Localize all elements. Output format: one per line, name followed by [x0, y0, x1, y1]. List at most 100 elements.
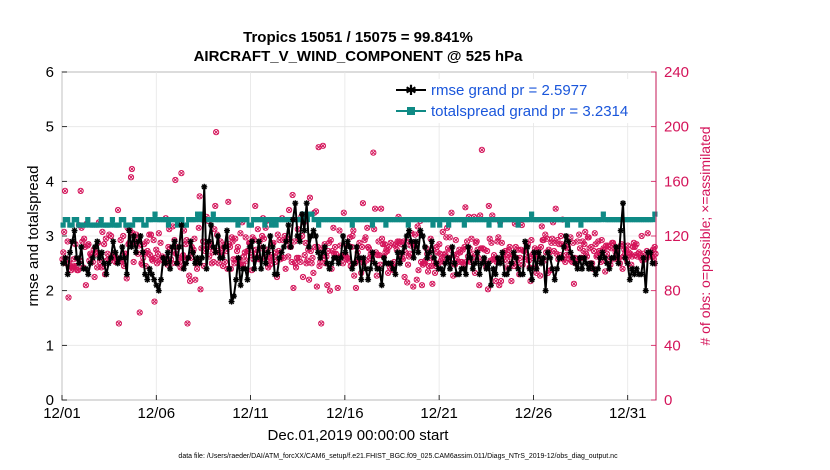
obs-assimilated-point — [186, 273, 192, 279]
rmse-point — [137, 233, 144, 239]
obs-possible-point — [633, 241, 640, 248]
obs-assimilated-point — [474, 238, 480, 245]
obs-assimilated-point — [146, 232, 152, 238]
rmse-point — [371, 260, 378, 267]
obs-assimilated-point — [410, 284, 416, 290]
obs-assimilated-point — [380, 241, 386, 247]
spread-point — [235, 222, 241, 228]
rmse-point — [164, 249, 171, 256]
rmse-point — [622, 254, 629, 261]
obs-assimilated-point — [493, 278, 499, 284]
obs-assimilated-point — [558, 233, 564, 239]
obs-assimilated-point — [192, 277, 198, 283]
obs-possible-point — [274, 231, 281, 238]
obs-possible-point — [252, 202, 259, 210]
obs-assimilated-point — [155, 251, 161, 257]
obs-possible-point — [101, 241, 108, 248]
rmse-point — [476, 271, 483, 278]
obs-possible-point — [82, 282, 89, 289]
obs-assimilated-point — [349, 233, 356, 239]
spread-point — [109, 217, 116, 223]
rmse-point — [524, 243, 531, 250]
spread-point — [98, 217, 104, 223]
obs-assimilated-point — [216, 260, 222, 266]
rmse-point — [321, 243, 328, 250]
obs-assimilated-point — [326, 240, 332, 246]
obs-possible-point — [276, 237, 283, 244]
obs-assimilated-point — [414, 277, 420, 283]
chart-title-line2: AIRCRAFT_V_WIND_COMPONENT @ 525 hPa — [194, 48, 524, 65]
obs-assimilated-point — [489, 212, 495, 219]
obs-assimilated-point — [309, 260, 315, 266]
obs-assimilated-point — [415, 267, 422, 273]
obs-possible-point — [61, 187, 69, 194]
obs-possible-point — [99, 228, 106, 235]
spread-point — [562, 217, 568, 223]
obs-assimilated-point — [599, 237, 605, 243]
spread-point — [199, 211, 205, 217]
rmse-point — [89, 254, 96, 261]
obs-possible-point — [196, 193, 203, 200]
obs-possible-point — [484, 286, 492, 293]
rmse-point — [96, 254, 103, 261]
rmse-point — [417, 227, 424, 234]
rmse-point — [283, 238, 290, 245]
rmse-point — [617, 227, 624, 234]
spread-point — [486, 222, 492, 228]
obs-assimilated-point — [591, 248, 597, 254]
rmse-point — [114, 260, 121, 267]
obs-possible-point — [581, 241, 588, 248]
obs-assimilated-point — [332, 244, 338, 250]
obs-possible-point — [362, 234, 369, 241]
obs-assimilated-point — [325, 248, 331, 254]
spread-point — [484, 217, 490, 223]
obs-possible-point — [301, 252, 308, 259]
x-tick-label: 12/21 — [420, 405, 458, 422]
rmse-point — [235, 254, 242, 261]
rmse-point — [499, 249, 506, 256]
rmse-point — [447, 265, 454, 272]
rmse-point — [401, 243, 408, 250]
obs-assimilated-point — [196, 225, 202, 231]
rmse-point — [396, 260, 403, 267]
spread-point — [172, 217, 178, 223]
obs-possible-point — [197, 286, 204, 293]
obs-assimilated-point — [213, 129, 219, 135]
spread-point — [367, 217, 373, 223]
obs-assimilated-point — [314, 284, 320, 290]
obs-assimilated-point — [303, 240, 309, 246]
rmse-point — [194, 254, 201, 261]
spread-point — [598, 217, 604, 223]
obs-assimilated-point — [265, 264, 271, 270]
obs-assimilated-point — [172, 177, 178, 183]
obs-possible-point — [143, 238, 150, 245]
legend-spread-label: totalspread grand pr = 3.2314 — [431, 103, 628, 120]
obs-possible-point — [570, 280, 578, 287]
obs-assimilated-point — [442, 251, 448, 257]
rmse-point — [467, 254, 474, 261]
obs-possible-point — [94, 264, 101, 271]
obs-possible-point — [91, 273, 98, 281]
rmse-point — [285, 222, 292, 229]
rmse-point — [303, 200, 310, 207]
y-tick-label: 2 — [46, 283, 54, 300]
obs-assimilated-point — [302, 252, 308, 258]
obs-assimilated-point — [464, 238, 470, 245]
rmse-point — [406, 227, 413, 234]
obs-possible-point — [468, 235, 475, 242]
rmse-point — [535, 249, 542, 256]
spread-point — [268, 222, 275, 228]
rmse-point — [638, 271, 645, 278]
y-tick-label: 0 — [46, 392, 54, 409]
obs-assimilated-point — [129, 166, 135, 172]
rmse-point — [353, 243, 360, 250]
legend: ✱ rmse grand pr = 2.5977 totalspread gra… — [393, 79, 651, 123]
rmse-point — [560, 243, 567, 250]
rmse-point — [519, 271, 526, 278]
obs-assimilated-point — [396, 238, 402, 245]
obs-assimilated-point — [60, 249, 66, 255]
rmse-point — [333, 254, 340, 261]
obs-possible-point — [528, 237, 535, 244]
obs-assimilated-point — [197, 286, 204, 292]
spread-point — [369, 222, 376, 228]
